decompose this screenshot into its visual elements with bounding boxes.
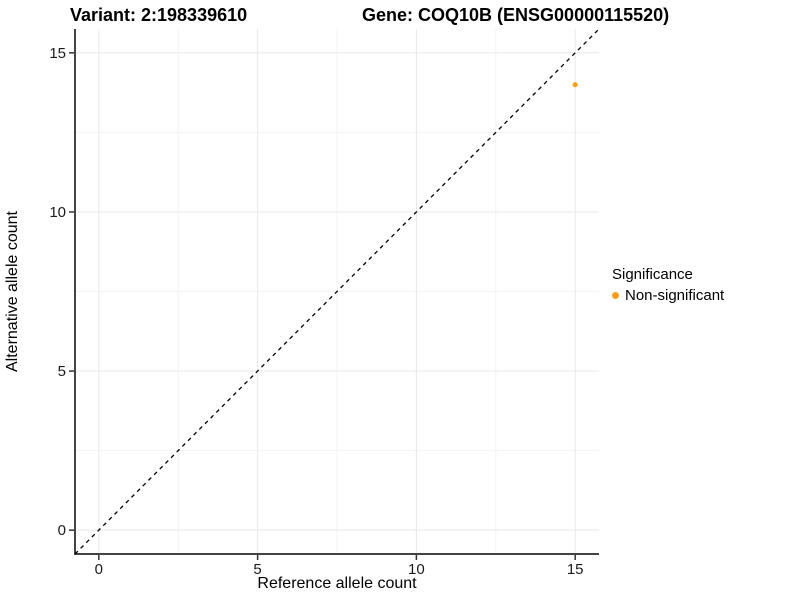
- legend-point-icon: [612, 292, 619, 299]
- y-tick-label: 10: [49, 204, 66, 221]
- x-tick-label: 5: [253, 561, 261, 578]
- legend-item-non-significant: Non-significant: [612, 287, 724, 304]
- y-axis-title: Alternative allele count: [4, 211, 21, 372]
- y-tick-label: 5: [58, 363, 66, 380]
- x-tick-label: 15: [567, 561, 584, 578]
- legend: Significance Non-significant: [612, 266, 724, 304]
- x-axis-title: Reference allele count: [257, 575, 417, 592]
- variant-title: Variant: 2:198339610: [70, 5, 248, 25]
- gene-title: Gene: COQ10B (ENSG00000115520): [362, 5, 670, 25]
- identity-dashed-line: [74, 28, 600, 555]
- legend-title: Significance: [612, 266, 693, 283]
- data-point: [572, 82, 578, 88]
- x-tick-label: 0: [95, 561, 103, 578]
- x-tick-label: 10: [408, 561, 425, 578]
- y-tick-label: 0: [58, 522, 66, 539]
- legend-item-label: Non-significant: [625, 287, 725, 304]
- y-tick-label: 15: [49, 45, 66, 62]
